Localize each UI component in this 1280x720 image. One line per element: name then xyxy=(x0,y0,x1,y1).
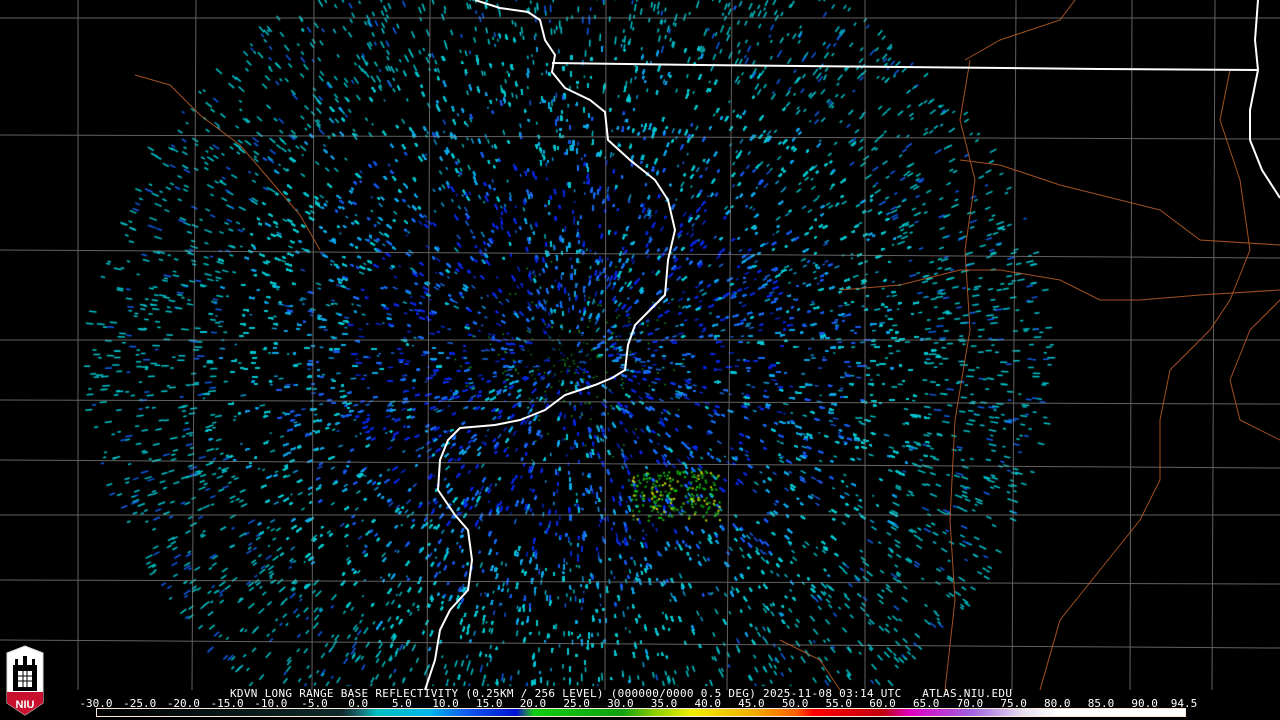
color-scale-bar xyxy=(96,708,1186,717)
legend-tick: 15.0 xyxy=(476,697,503,710)
legend-tick: 94.5 xyxy=(1170,697,1198,710)
legend-tick: 60.0 xyxy=(869,697,896,710)
county-borders xyxy=(0,0,1280,691)
legend-tick: 0.0 xyxy=(348,697,369,710)
legend-tick: -5.0 xyxy=(301,697,328,710)
legend-tick: 90.0 xyxy=(1131,697,1158,710)
legend-tick: -10.0 xyxy=(254,697,288,710)
legend-tick: -30.0 xyxy=(79,697,113,710)
highways xyxy=(134,0,1280,691)
legend-tick: 30.0 xyxy=(607,697,634,710)
legend-tick: 5.0 xyxy=(391,697,412,710)
product-caption: KDVN LONG RANGE BASE REFLECTIVITY (0.25K… xyxy=(230,687,1013,700)
legend-tick: 45.0 xyxy=(738,697,765,710)
legend-tick: -15.0 xyxy=(210,697,244,710)
legend-tick: 50.0 xyxy=(781,697,809,710)
legend-tick-labels: -30.0 -25.0 -20.0 -15.0 -10.0 -5.0 0.0 5.0 10.0 1… xyxy=(79,697,1197,710)
legend-tick: 20.0 xyxy=(519,697,547,710)
legend-tick: 70.0 xyxy=(956,697,984,710)
legend-tick: 75.0 xyxy=(1000,697,1027,710)
niu-logo: NIU xyxy=(6,645,44,716)
legend-tick: 40.0 xyxy=(694,697,721,710)
legend-tick: -25.0 xyxy=(123,697,157,710)
legend-tick: 85.0 xyxy=(1087,697,1115,710)
legend-tick: -20.0 xyxy=(166,697,200,710)
state-borders xyxy=(424,0,1280,691)
legend-tick: 55.0 xyxy=(825,697,853,710)
legend-tick: 80.0 xyxy=(1044,697,1071,710)
legend-tick: 10.0 xyxy=(432,697,459,710)
svg-text:NIU: NIU xyxy=(16,699,35,711)
legend-tick: 65.0 xyxy=(912,697,940,710)
legend-tick: 25.0 xyxy=(563,697,590,710)
legend-tick: 35.0 xyxy=(650,697,678,710)
